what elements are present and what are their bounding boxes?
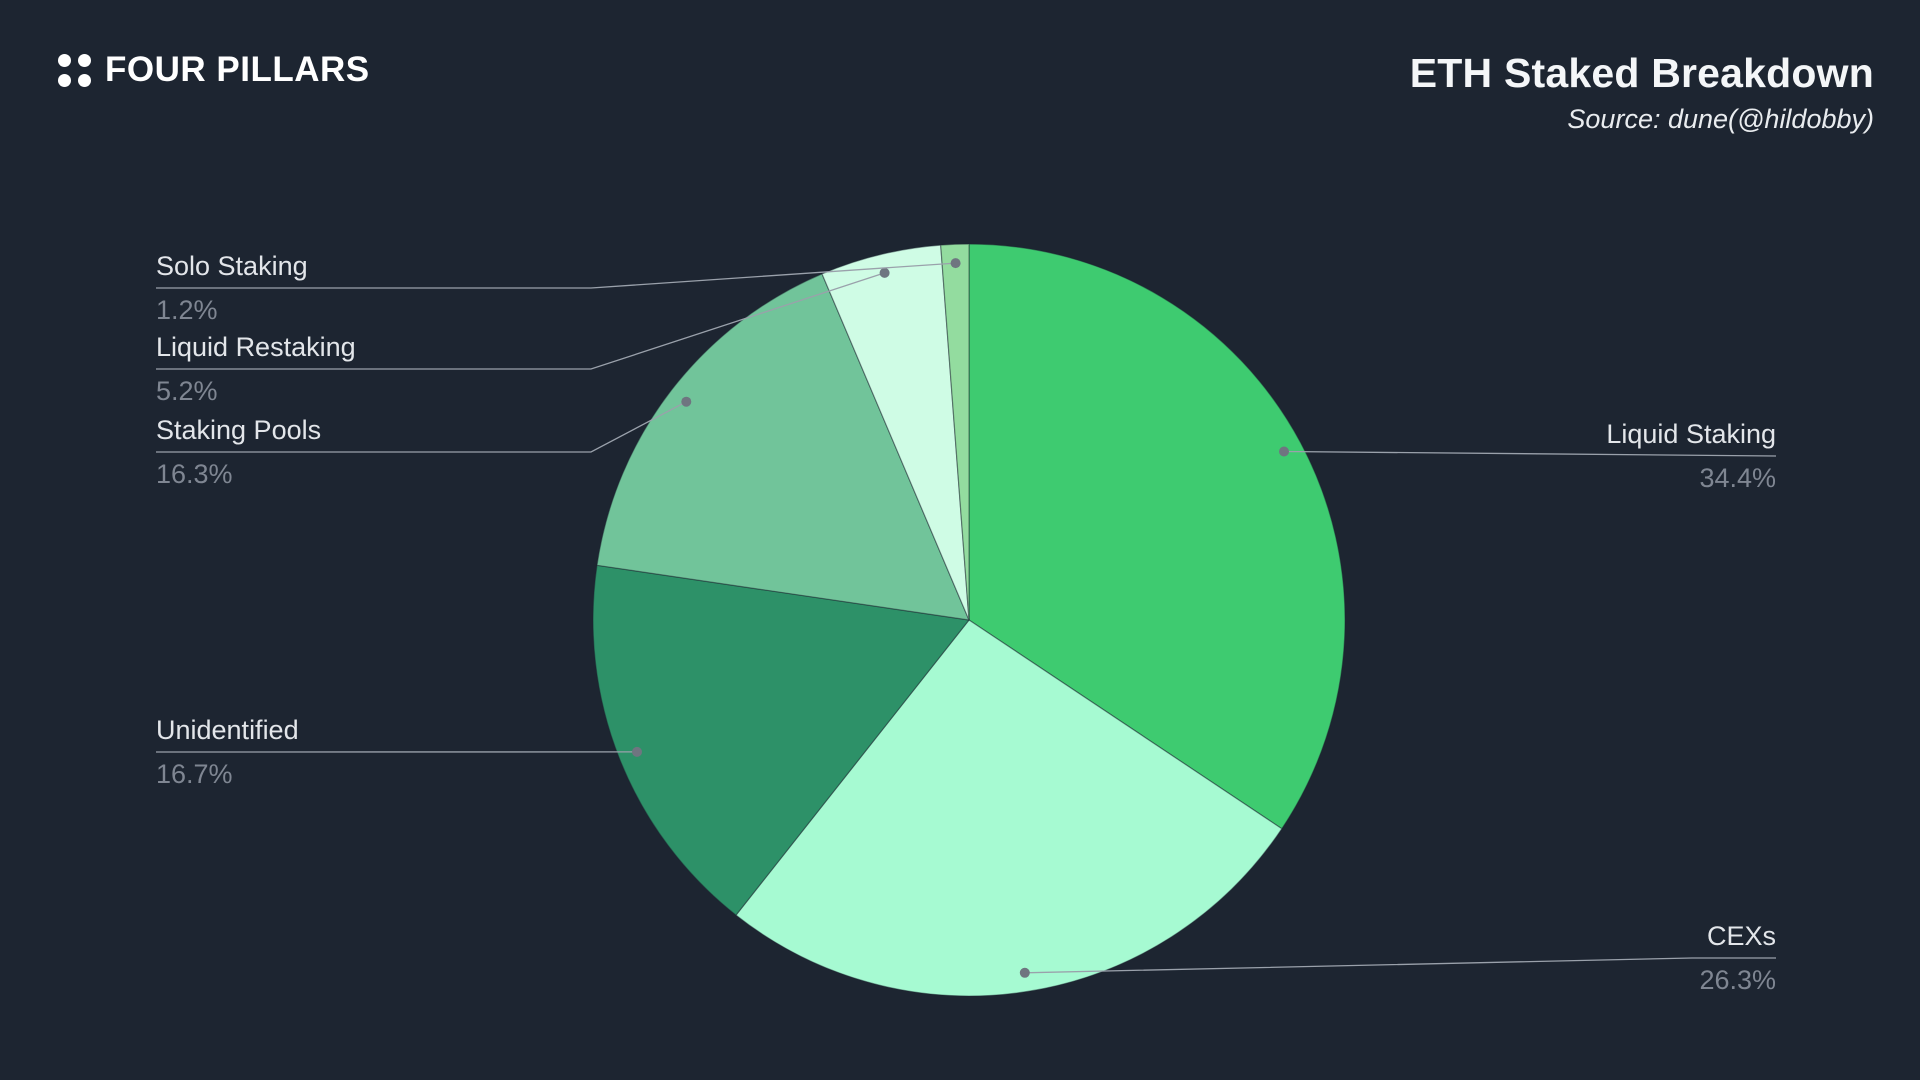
slice-label: Liquid Staking — [1606, 419, 1776, 449]
page-title: ETH Staked Breakdown — [1409, 50, 1874, 96]
slice-label: Unidentified — [156, 715, 299, 745]
leader-line — [156, 401, 687, 453]
slice-percentage: 1.2% — [156, 295, 218, 325]
source-attribution: Source: dune(@hildobby) — [1567, 104, 1874, 134]
callout-cexs: CEXs 26.3% — [1316, 920, 1776, 996]
leader-dot — [1019, 967, 1030, 978]
leader-line — [1283, 450, 1777, 457]
leader-dot — [879, 267, 890, 278]
slice-label: Staking Pools — [156, 415, 322, 445]
callout-unidentified: Unidentified 16.7% — [156, 714, 616, 790]
title-block: ETH Staked Breakdown Source: dune(@hildo… — [1410, 50, 1874, 134]
leader-line — [156, 262, 956, 289]
leader-dot — [950, 258, 961, 269]
callout-liquid-restaking: Liquid Restaking 5.2% — [156, 331, 616, 407]
pie-slice-liquid-restaking — [821, 244, 970, 621]
pie-slice-staking-pools — [596, 273, 970, 621]
leader-dot — [681, 396, 692, 407]
slice-percentage: 26.3% — [1699, 965, 1776, 995]
slice-label: CEXs — [1706, 921, 1776, 951]
callout-liquid-staking: Liquid Staking 34.4% — [1316, 418, 1776, 494]
leader-line — [156, 272, 885, 370]
slice-label: Liquid Restaking — [156, 332, 356, 362]
callout-solo-staking: Solo Staking 1.2% — [156, 250, 616, 326]
brand-logo: FOUR PILLARS — [58, 52, 370, 88]
pie-slice-unidentified — [592, 564, 970, 916]
callout-staking-pools: Staking Pools 16.3% — [156, 414, 616, 490]
leader-dot — [1279, 446, 1289, 457]
brand-name: FOUR PILLARS — [105, 50, 370, 89]
pie-slice-cexs — [735, 619, 1283, 997]
pie-slice-liquid-staking — [968, 243, 1346, 830]
four-dots-icon — [58, 53, 91, 87]
leader-line — [1024, 957, 1776, 974]
slice-label: Solo Staking — [156, 251, 308, 281]
slice-percentage: 34.4% — [1699, 463, 1776, 493]
slice-percentage: 16.3% — [156, 459, 233, 489]
leader-dot — [632, 746, 642, 757]
slice-percentage: 5.2% — [156, 376, 218, 406]
slice-percentage: 16.7% — [156, 759, 233, 789]
pie-slice-solo-staking — [940, 243, 970, 621]
